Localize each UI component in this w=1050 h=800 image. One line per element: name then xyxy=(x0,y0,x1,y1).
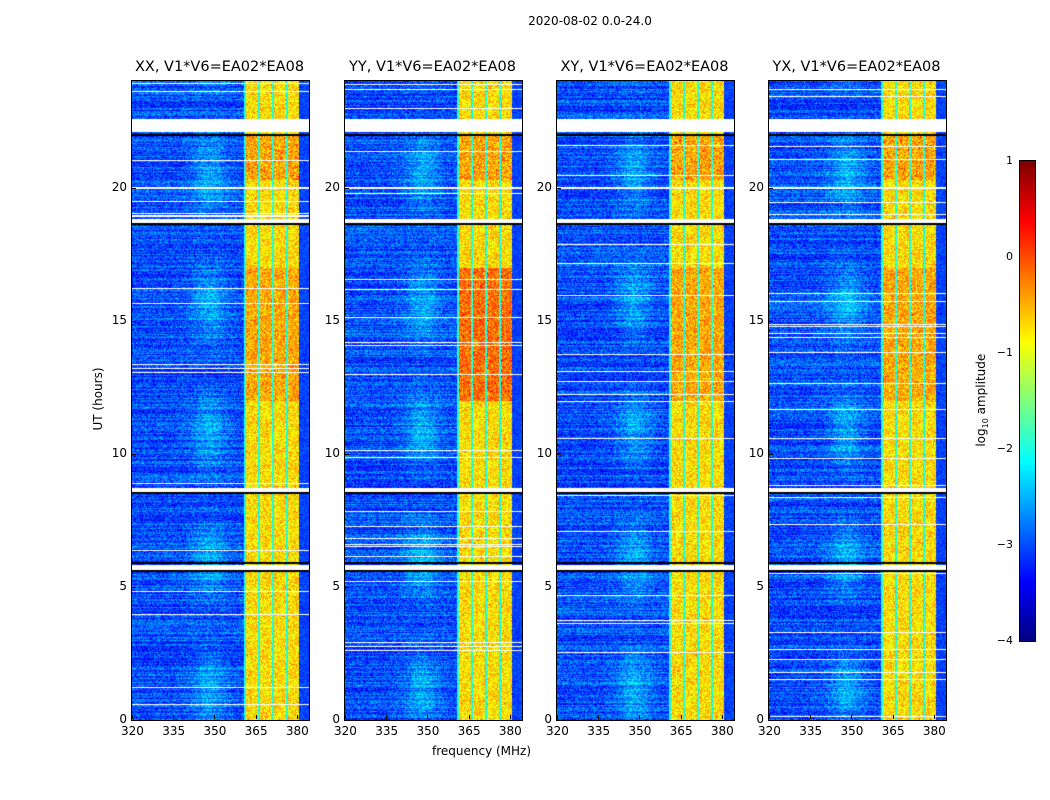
x-tick-label: 365 xyxy=(457,724,481,738)
x-tick-label: 335 xyxy=(799,724,823,738)
x-tick-mark xyxy=(509,715,511,719)
y-tick-mark xyxy=(132,453,136,455)
x-tick-mark xyxy=(557,715,558,719)
x-tick-mark xyxy=(214,715,216,719)
y-tick-mark xyxy=(345,320,349,322)
spectrogram-panel xyxy=(344,80,523,721)
y-tick-label: 20 xyxy=(536,179,552,194)
y-tick-mark xyxy=(769,720,773,721)
colorbar xyxy=(1019,160,1036,642)
y-tick-mark xyxy=(557,453,561,455)
colorbar-tick-label: −1 xyxy=(996,346,1013,359)
x-tick-label: 350 xyxy=(203,724,227,738)
y-tick-label: 10 xyxy=(111,445,127,460)
y-tick-mark xyxy=(557,320,561,322)
figure-title: 2020-08-02 0.0-24.0 xyxy=(528,14,652,28)
x-tick-label: 350 xyxy=(416,724,440,738)
y-tick-label: 15 xyxy=(748,312,764,327)
y-tick-label: 0 xyxy=(756,712,764,726)
colorbar-label: log10 amplitude xyxy=(973,353,991,447)
y-tick-label: 20 xyxy=(324,179,340,194)
x-tick-mark xyxy=(933,715,935,719)
spectrogram-panel xyxy=(556,80,735,721)
x-tick-label: 380 xyxy=(498,724,522,738)
panel-title: XY, V1*V6=EA02*EA08 xyxy=(560,59,729,75)
y-tick-mark xyxy=(132,187,136,189)
y-tick-label: 5 xyxy=(756,578,764,593)
y-tick-label: 0 xyxy=(119,712,127,726)
x-tick-label: 320 xyxy=(758,724,781,738)
y-tick-mark xyxy=(132,320,136,322)
x-tick-mark xyxy=(427,715,429,719)
x-tick-label: 365 xyxy=(669,724,693,738)
y-tick-label: 20 xyxy=(748,179,764,194)
colorbar-tick-label: 1 xyxy=(1006,154,1013,167)
y-tick-mark xyxy=(769,320,773,322)
y-tick-label: 10 xyxy=(748,445,764,460)
x-tick-mark xyxy=(721,715,723,719)
y-tick-mark xyxy=(345,586,349,588)
y-tick-mark xyxy=(769,586,773,588)
y-tick-mark xyxy=(132,586,136,588)
y-tick-label: 5 xyxy=(544,578,552,593)
y-tick-mark xyxy=(769,187,773,189)
y-tick-mark xyxy=(132,720,136,721)
colorbar-tick-label: 0 xyxy=(1006,250,1013,263)
x-tick-label: 380 xyxy=(285,724,309,738)
x-tick-mark xyxy=(132,715,133,719)
x-tick-label: 380 xyxy=(710,724,734,738)
y-tick-mark xyxy=(345,720,349,721)
y-tick-label: 0 xyxy=(544,712,552,726)
spectrogram-panel xyxy=(131,80,310,721)
x-tick-mark xyxy=(386,715,388,719)
y-tick-label: 0 xyxy=(332,712,340,726)
y-tick-mark xyxy=(557,187,561,189)
x-tick-label: 380 xyxy=(922,724,946,738)
y-tick-mark xyxy=(345,187,349,189)
x-tick-mark xyxy=(468,715,470,719)
colorbar-tick-label: −4 xyxy=(996,634,1013,647)
panel-title: YX, V1*V6=EA02*EA08 xyxy=(772,59,941,75)
x-tick-mark xyxy=(680,715,682,719)
x-tick-mark xyxy=(296,715,298,719)
panel-title: YY, V1*V6=EA02*EA08 xyxy=(349,59,516,75)
x-tick-mark xyxy=(639,715,641,719)
x-tick-label: 350 xyxy=(840,724,864,738)
x-tick-label: 320 xyxy=(121,724,144,738)
y-tick-label: 10 xyxy=(324,445,340,460)
x-tick-mark xyxy=(892,715,894,719)
y-tick-label: 20 xyxy=(111,179,127,194)
x-tick-mark xyxy=(173,715,175,719)
y-tick-label: 5 xyxy=(119,578,127,593)
spectrogram-panel xyxy=(768,80,947,721)
x-tick-label: 350 xyxy=(628,724,652,738)
x-axis-label: frequency (MHz) xyxy=(432,744,532,758)
y-tick-mark xyxy=(769,453,773,455)
x-tick-label: 320 xyxy=(334,724,357,738)
y-tick-label: 5 xyxy=(332,578,340,593)
x-tick-mark xyxy=(598,715,600,719)
y-tick-label: 15 xyxy=(536,312,552,327)
y-tick-mark xyxy=(345,453,349,455)
x-tick-mark xyxy=(851,715,853,719)
y-tick-label: 15 xyxy=(324,312,340,327)
x-tick-label: 335 xyxy=(162,724,186,738)
x-tick-label: 320 xyxy=(546,724,569,738)
y-tick-mark xyxy=(557,720,561,721)
x-tick-mark xyxy=(769,715,770,719)
x-tick-mark xyxy=(255,715,257,719)
x-tick-label: 365 xyxy=(881,724,905,738)
panel-title: XX, V1*V6=EA02*EA08 xyxy=(134,59,305,75)
x-tick-label: 335 xyxy=(587,724,611,738)
y-tick-label: 10 xyxy=(536,445,552,460)
y-tick-label: 15 xyxy=(111,312,127,327)
colorbar-tick-label: −2 xyxy=(996,442,1013,455)
y-axis-label: UT (hours) xyxy=(91,367,105,431)
x-tick-label: 335 xyxy=(375,724,399,738)
x-tick-mark xyxy=(810,715,812,719)
y-tick-mark xyxy=(557,586,561,588)
colorbar-tick-label: −3 xyxy=(996,538,1013,551)
x-tick-label: 365 xyxy=(244,724,268,738)
x-tick-mark xyxy=(345,715,346,719)
